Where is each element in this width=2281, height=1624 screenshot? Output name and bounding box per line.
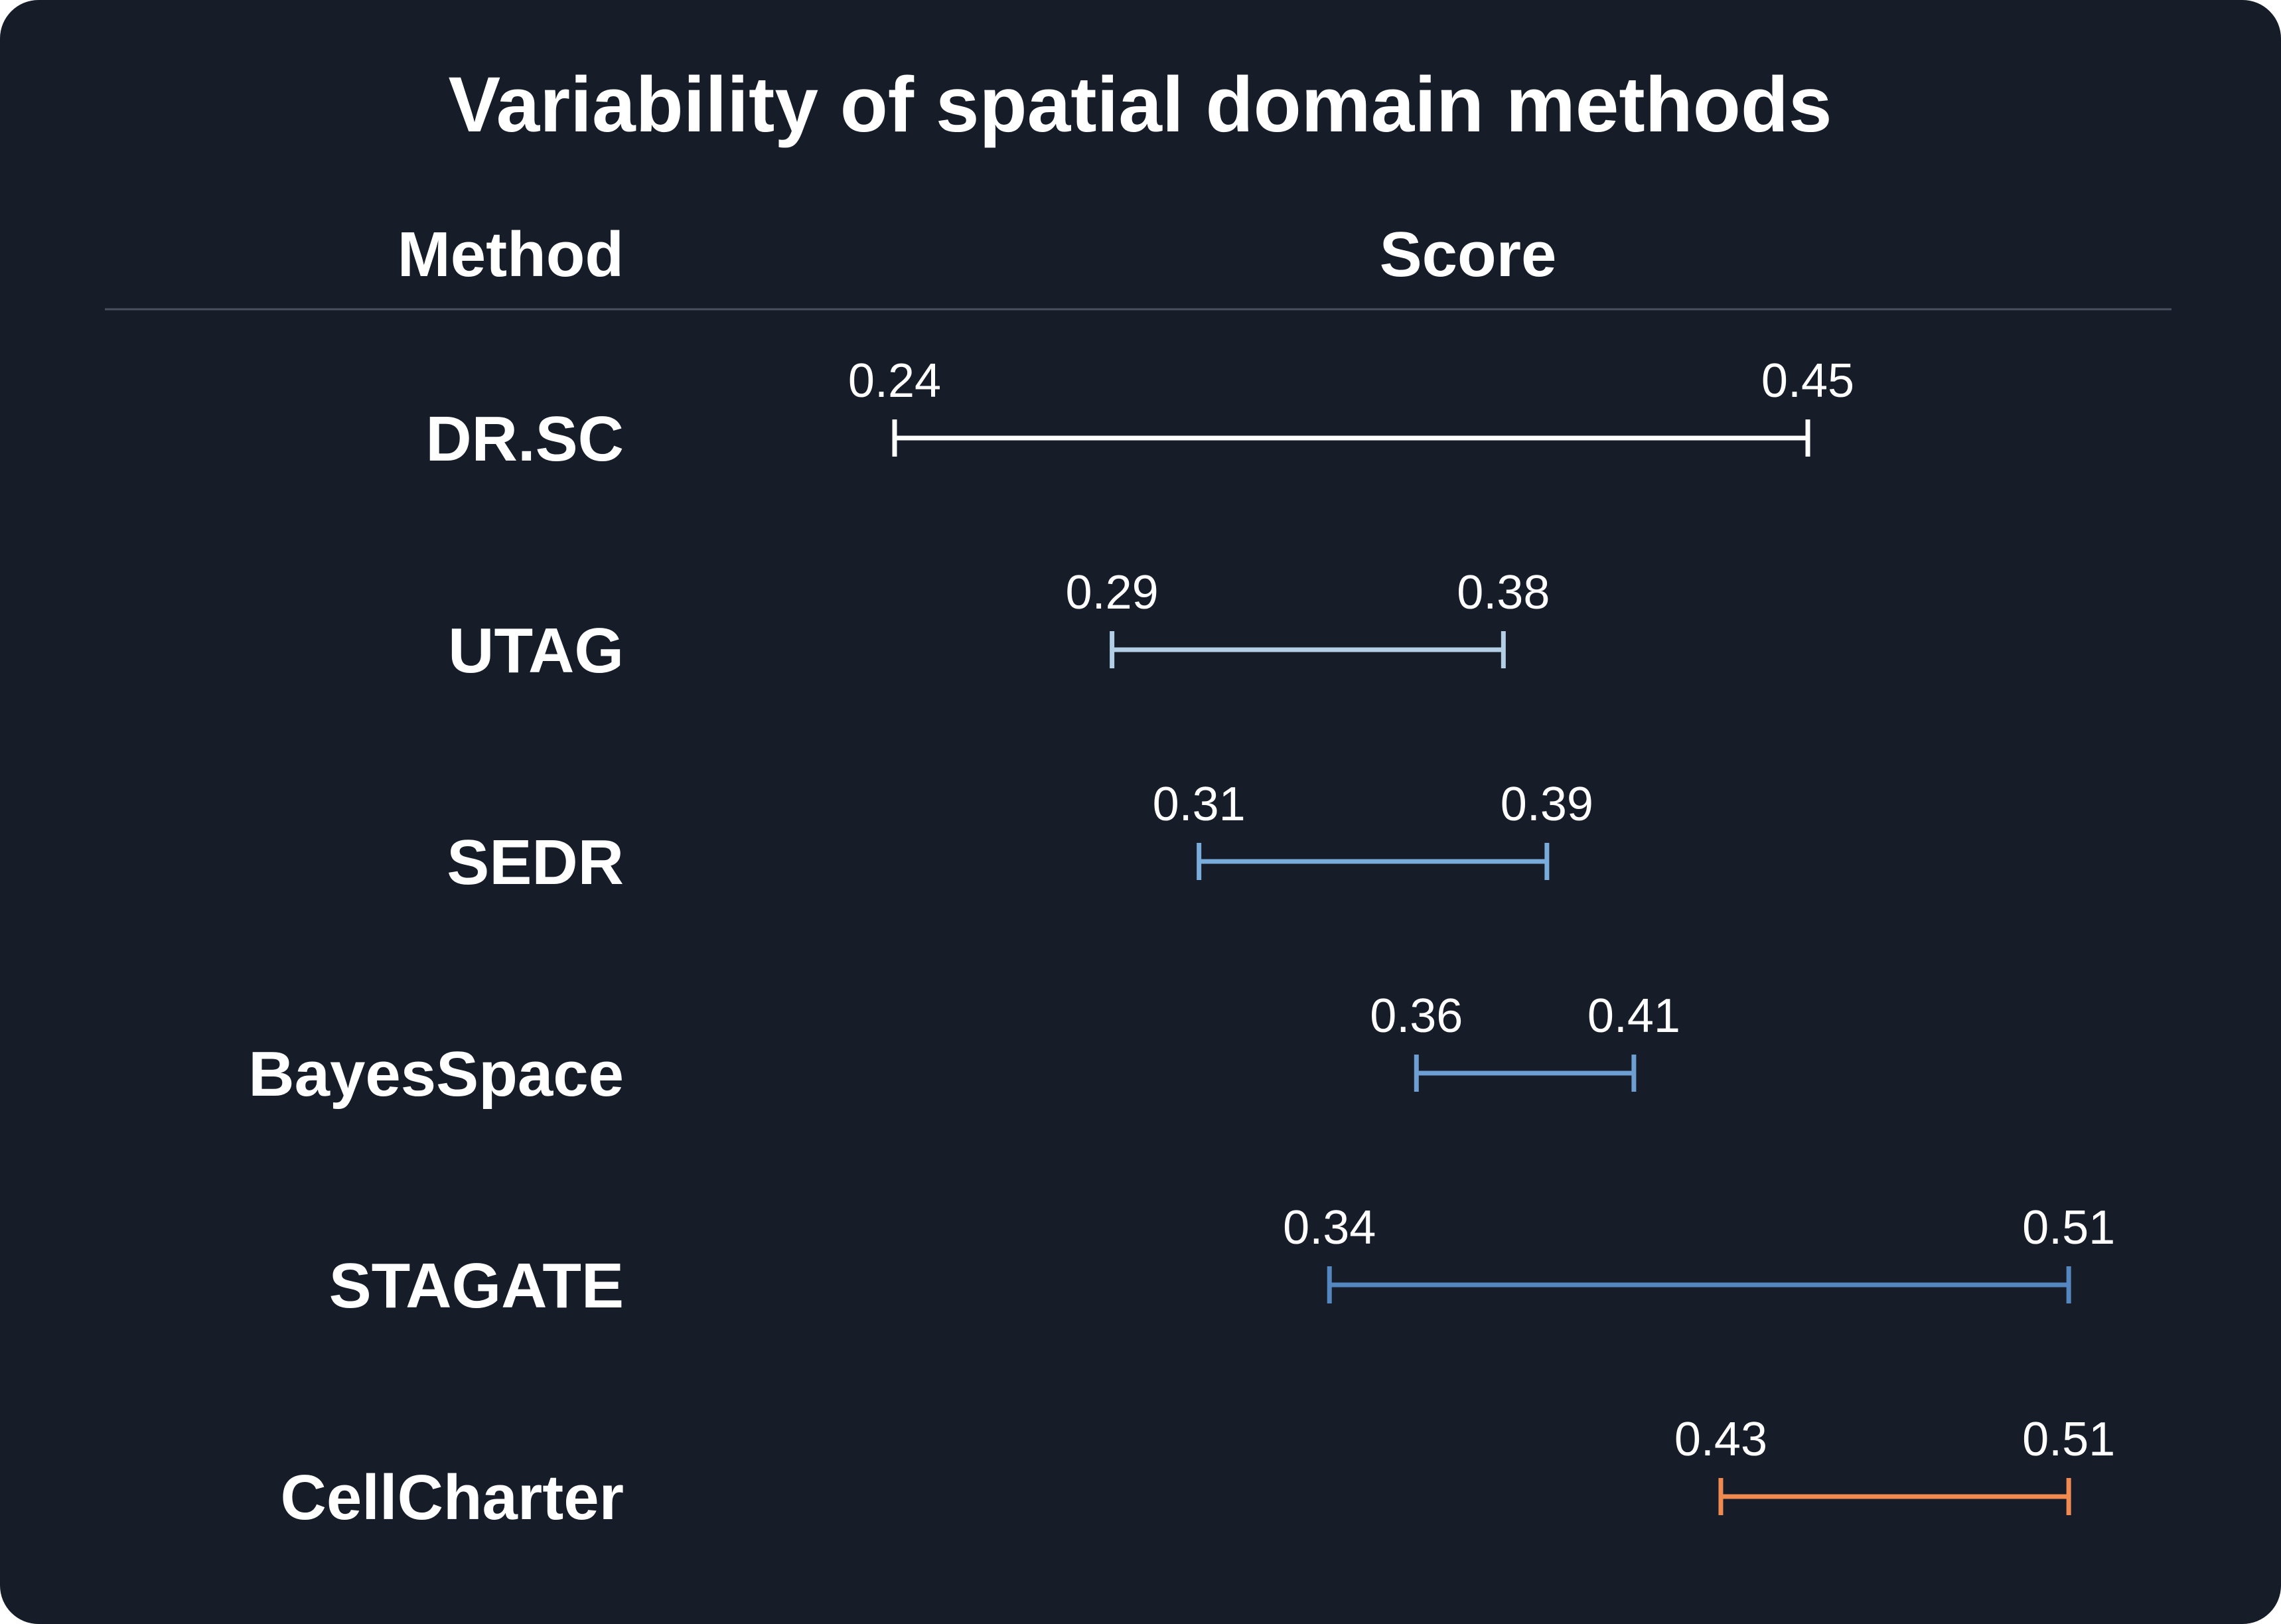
chart-rows: DR.SC 0.24 0.45 UTAG 0.29 0.38 SEDR 0.31 0.39 Bay… xyxy=(248,354,2115,1533)
range-row-dr-sc: DR.SC 0.24 0.45 xyxy=(425,354,1854,475)
chart-title: Variability of spatial domain methods xyxy=(448,61,1832,149)
method-column-header: Method xyxy=(398,219,624,290)
max-value-label-dr-sc: 0.45 xyxy=(1761,354,1854,407)
range-row-bayesspace: BayesSpace 0.36 0.41 xyxy=(248,990,1680,1110)
range-row-stagate: STAGATE 0.34 0.51 xyxy=(329,1201,2116,1321)
max-value-label-utag: 0.38 xyxy=(1457,566,1550,619)
max-value-label-cellcharter: 0.51 xyxy=(2022,1413,2115,1466)
min-value-label-dr-sc: 0.24 xyxy=(848,354,941,407)
max-value-label-stagate: 0.51 xyxy=(2022,1201,2115,1254)
range-row-utag: UTAG 0.29 0.38 xyxy=(448,566,1550,686)
min-value-label-cellcharter: 0.43 xyxy=(1674,1413,1767,1466)
max-value-label-sedr: 0.39 xyxy=(1501,778,1593,831)
min-value-label-sedr: 0.31 xyxy=(1153,778,1246,831)
min-value-label-bayesspace: 0.36 xyxy=(1370,990,1463,1043)
method-label-utag: UTAG xyxy=(448,615,624,686)
method-label-bayesspace: BayesSpace xyxy=(248,1039,624,1110)
method-label-dr-sc: DR.SC xyxy=(425,404,624,475)
range-row-cellcharter: CellCharter 0.43 0.51 xyxy=(281,1413,2116,1533)
method-label-sedr: SEDR xyxy=(447,827,624,898)
score-column-header: Score xyxy=(1380,219,1557,290)
min-value-label-stagate: 0.34 xyxy=(1283,1201,1376,1254)
range-row-sedr: SEDR 0.31 0.39 xyxy=(447,778,1593,898)
method-label-stagate: STAGATE xyxy=(329,1250,624,1321)
max-value-label-bayesspace: 0.41 xyxy=(1587,990,1680,1043)
min-value-label-utag: 0.29 xyxy=(1066,566,1159,619)
method-label-cellcharter: CellCharter xyxy=(281,1462,625,1533)
